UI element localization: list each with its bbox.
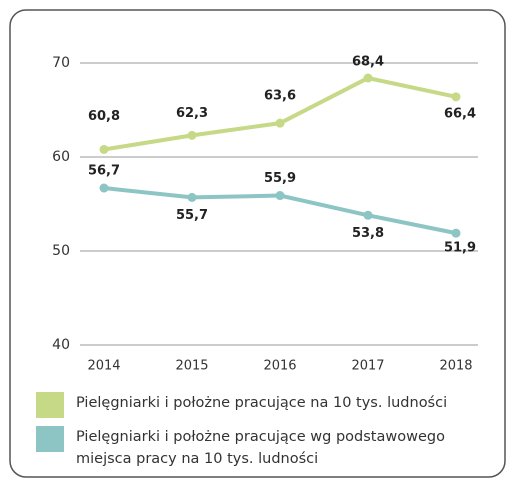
x-tick-label: 2014 xyxy=(87,359,120,374)
data-label: 63,6 xyxy=(264,89,296,104)
point xyxy=(99,144,109,154)
x-tick-label: 2018 xyxy=(439,359,472,374)
y-tick-label: 40 xyxy=(52,337,70,353)
data-label: 55,9 xyxy=(264,171,296,186)
point xyxy=(187,130,197,140)
point xyxy=(99,183,109,193)
y-tick-label: 60 xyxy=(52,149,70,165)
data-label: 62,3 xyxy=(176,106,208,121)
x-tick-label: 2015 xyxy=(175,359,208,374)
y-tick-label: 70 xyxy=(52,55,70,71)
x-tick-label: 2016 xyxy=(263,359,296,374)
data-label: 51,9 xyxy=(444,241,476,256)
point xyxy=(187,192,197,202)
data-label: 60,8 xyxy=(88,109,120,124)
point xyxy=(275,118,285,128)
legend-swatch xyxy=(36,392,64,418)
legend-label: Pielęgniarki i położne pracujące wg pods… xyxy=(76,429,445,467)
legend-item: Pielęgniarki i położne pracujące wg pods… xyxy=(36,426,496,470)
data-label: 55,7 xyxy=(176,208,208,223)
point xyxy=(275,191,285,201)
y-tick-label: 50 xyxy=(52,243,70,259)
legend-swatch xyxy=(36,426,64,452)
frame xyxy=(9,9,506,478)
x-tick-label: 2017 xyxy=(351,359,384,374)
point xyxy=(363,73,373,83)
data-label: 66,4 xyxy=(444,106,476,121)
point xyxy=(363,210,373,220)
data-label: 53,8 xyxy=(352,226,384,241)
point xyxy=(451,228,461,238)
data-label: 56,7 xyxy=(88,164,120,179)
data-label: 68,4 xyxy=(352,55,384,70)
legend-label: Pielęgniarki i położne pracujące na 10 t… xyxy=(76,395,448,411)
legend-item: Pielęgniarki i położne pracujące na 10 t… xyxy=(36,392,496,418)
point xyxy=(451,92,461,102)
legend: Pielęgniarki i położne pracujące na 10 t… xyxy=(36,392,496,478)
